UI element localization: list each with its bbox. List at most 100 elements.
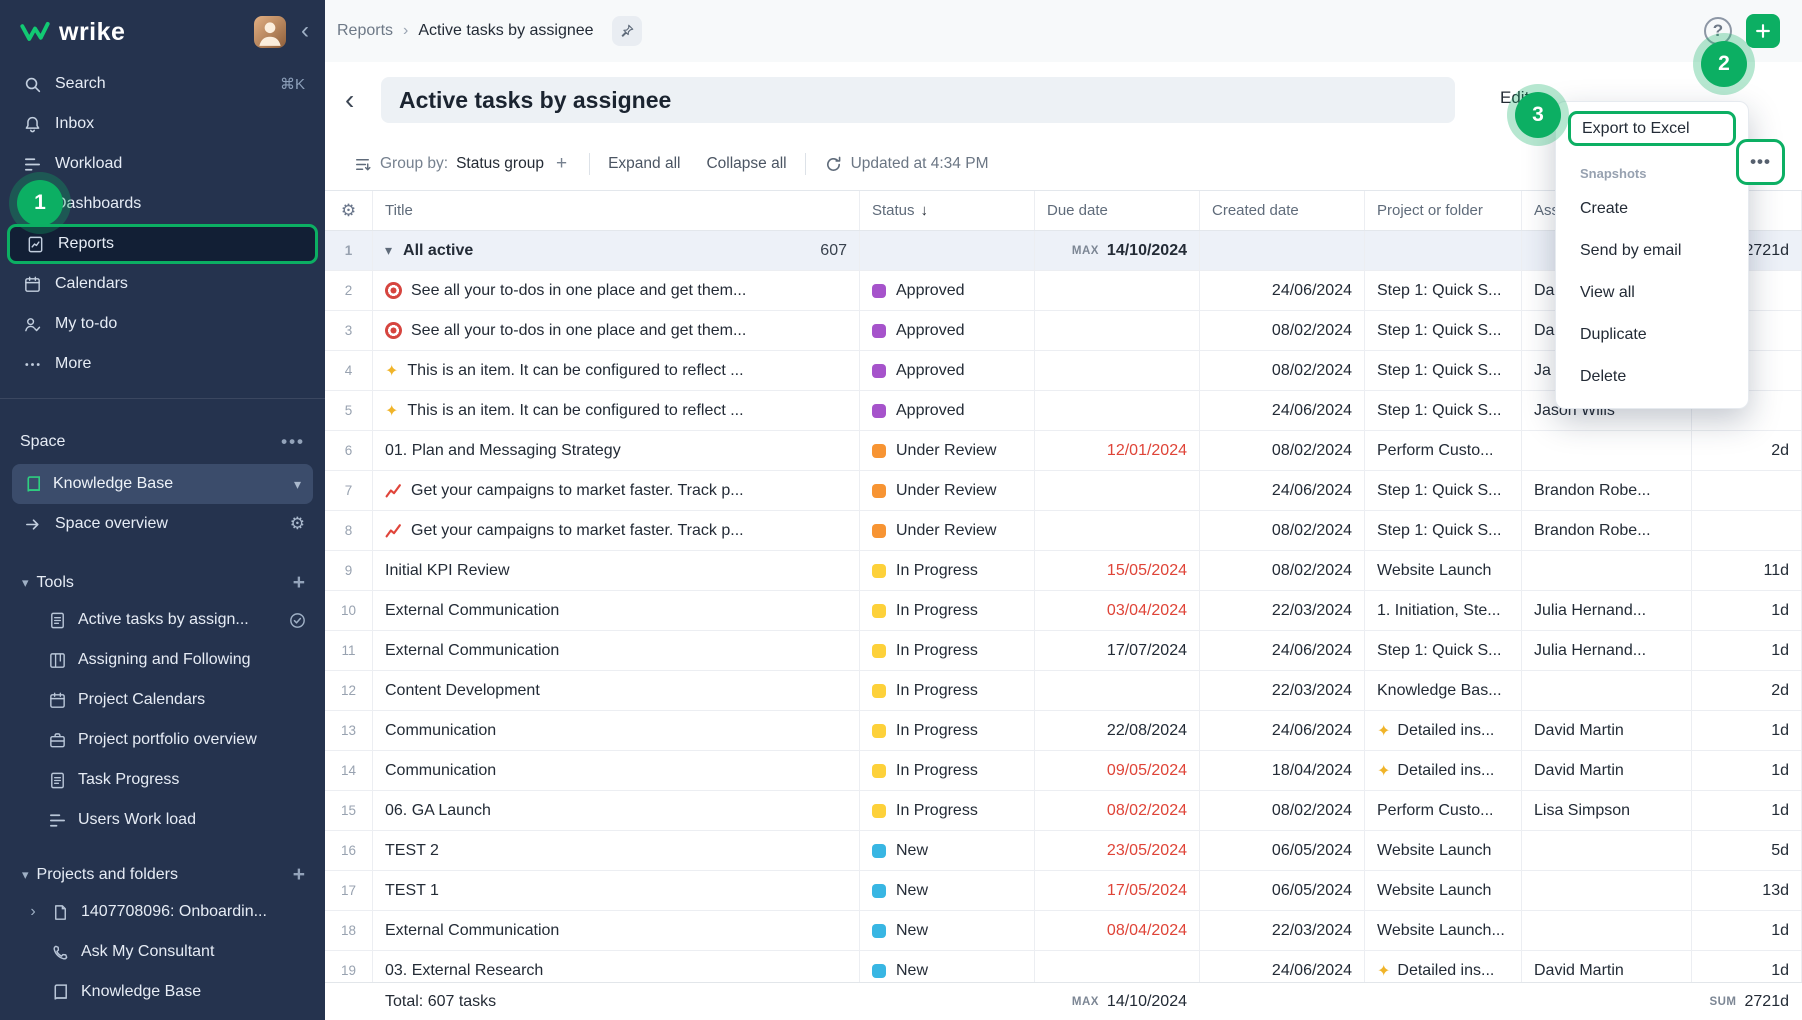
status-cell[interactable]: New bbox=[860, 951, 1035, 990]
assignee-cell[interactable]: Julia Hernand... bbox=[1522, 591, 1692, 630]
sidebar-project-1407708096-onboardin[interactable]: › 1407708096: Onboardin... bbox=[0, 892, 325, 932]
breadcrumb-reports-link[interactable]: Reports bbox=[337, 22, 394, 39]
more-actions-button[interactable]: ••• bbox=[1750, 152, 1771, 171]
assignee-cell[interactable] bbox=[1522, 431, 1692, 470]
collapse-sidebar-icon[interactable]: ‹ bbox=[301, 16, 309, 44]
header-title[interactable]: Title bbox=[373, 191, 860, 230]
projects-section-header[interactable]: ▾ Projects and folders + bbox=[0, 858, 325, 892]
status-cell[interactable]: New bbox=[860, 831, 1035, 870]
sidebar-item-workload[interactable]: Workload bbox=[0, 144, 325, 184]
task-title-cell[interactable]: Get your campaigns to market faster. Tra… bbox=[373, 471, 860, 510]
table-row[interactable]: 9 Initial KPI Review In Progress 15/05/2024… bbox=[325, 551, 1802, 591]
due-date-cell[interactable] bbox=[1035, 351, 1200, 390]
assignee-cell[interactable]: Brandon Robe... bbox=[1522, 511, 1692, 550]
project-cell[interactable]: ✦ Detailed ins... bbox=[1365, 711, 1522, 750]
created-date-cell[interactable]: 08/02/2024 bbox=[1200, 551, 1365, 590]
status-cell[interactable]: In Progress bbox=[860, 711, 1035, 750]
assignee-cell[interactable] bbox=[1522, 831, 1692, 870]
menu-item-create[interactable]: Create bbox=[1580, 200, 1629, 217]
table-row[interactable]: 15 06. GA Launch In Progress 08/02/2024 08/0… bbox=[325, 791, 1802, 831]
due-date-cell[interactable]: 08/04/2024 bbox=[1035, 911, 1200, 950]
table-row[interactable]: 10 External Communication In Progress 03/04… bbox=[325, 591, 1802, 631]
due-date-cell[interactable]: 08/02/2024 bbox=[1035, 791, 1200, 830]
created-date-cell[interactable]: 24/06/2024 bbox=[1200, 631, 1365, 670]
created-date-cell[interactable]: 24/06/2024 bbox=[1200, 471, 1365, 510]
status-cell[interactable]: In Progress bbox=[860, 671, 1035, 710]
sidebar-item-reports[interactable]: Reports bbox=[7, 224, 318, 264]
created-date-cell[interactable]: 22/03/2024 bbox=[1200, 911, 1365, 950]
project-cell[interactable]: Step 1: Quick S... bbox=[1365, 391, 1522, 430]
due-date-cell[interactable] bbox=[1035, 471, 1200, 510]
project-cell[interactable]: Step 1: Quick S... bbox=[1365, 271, 1522, 310]
created-date-cell[interactable]: 24/06/2024 bbox=[1200, 951, 1365, 990]
project-cell[interactable]: Knowledge Bas... bbox=[1365, 671, 1522, 710]
status-cell[interactable]: In Progress bbox=[860, 591, 1035, 630]
assignee-cell[interactable]: David Martin bbox=[1522, 711, 1692, 750]
sidebar-project-ask-my-consultant[interactable]: Ask My Consultant bbox=[0, 932, 325, 972]
created-date-cell[interactable]: 22/03/2024 bbox=[1200, 671, 1365, 710]
project-cell[interactable]: Step 1: Quick S... bbox=[1365, 311, 1522, 350]
sidebar-item-search[interactable]: Search ⌘K bbox=[0, 64, 325, 104]
due-date-cell[interactable]: 03/04/2024 bbox=[1035, 591, 1200, 630]
status-cell[interactable]: Under Review bbox=[860, 511, 1035, 550]
sidebar-tool-project-portfolio-overview[interactable]: Project portfolio overview bbox=[0, 720, 325, 760]
refresh-icon[interactable] bbox=[824, 155, 843, 174]
table-row[interactable]: 5 ✦ This is an item. It can be configured … bbox=[325, 391, 1802, 431]
status-cell[interactable]: Approved bbox=[860, 311, 1035, 350]
assignee-cell[interactable] bbox=[1522, 671, 1692, 710]
task-title-cell[interactable]: See all your to-dos in one place and get… bbox=[373, 271, 860, 310]
status-cell[interactable]: In Progress bbox=[860, 551, 1035, 590]
task-title-cell[interactable]: External Communication bbox=[373, 631, 860, 670]
table-row[interactable]: 18 External Communication New 08/04/2024 22/… bbox=[325, 911, 1802, 951]
sidebar-item-more[interactable]: More bbox=[0, 344, 325, 384]
assignee-cell[interactable]: David Martin bbox=[1522, 951, 1692, 990]
sidebar-item-space-overview[interactable]: Space overview ⚙ bbox=[0, 504, 325, 544]
task-title-cell[interactable]: Initial KPI Review bbox=[373, 551, 860, 590]
task-title-cell[interactable]: TEST 1 bbox=[373, 871, 860, 910]
project-cell[interactable]: Website Launch bbox=[1365, 871, 1522, 910]
created-date-cell[interactable]: 08/02/2024 bbox=[1200, 511, 1365, 550]
project-cell[interactable]: Perform Custo... bbox=[1365, 791, 1522, 830]
due-date-cell[interactable]: 23/05/2024 bbox=[1035, 831, 1200, 870]
collapse-all-button[interactable]: Collapse all bbox=[706, 155, 787, 172]
menu-item-export-to-excel[interactable]: Export to Excel bbox=[1568, 111, 1736, 146]
space-selector[interactable]: Knowledge Base ▾ bbox=[12, 464, 313, 504]
create-new-button[interactable] bbox=[1746, 14, 1780, 48]
table-row[interactable]: 6 01. Plan and Messaging Strategy Under Re… bbox=[325, 431, 1802, 471]
due-date-cell[interactable]: 22/08/2024 bbox=[1035, 711, 1200, 750]
status-cell[interactable]: New bbox=[860, 871, 1035, 910]
project-cell[interactable]: Website Launch... bbox=[1365, 911, 1522, 950]
group-by-value[interactable]: Status group bbox=[456, 155, 544, 172]
table-row[interactable]: 13 Communication In Progress 22/08/2024 24/0… bbox=[325, 711, 1802, 751]
created-date-cell[interactable]: 08/02/2024 bbox=[1200, 351, 1365, 390]
sidebar-tool-assigning-and-following[interactable]: Assigning and Following bbox=[0, 640, 325, 680]
due-date-cell[interactable]: 17/05/2024 bbox=[1035, 871, 1200, 910]
task-title-cell[interactable]: External Communication bbox=[373, 911, 860, 950]
task-title-cell[interactable]: External Communication bbox=[373, 591, 860, 630]
sidebar-tool-users-work-load[interactable]: Users Work load bbox=[0, 800, 325, 840]
created-date-cell[interactable]: 24/06/2024 bbox=[1200, 271, 1365, 310]
status-cell[interactable]: Under Review bbox=[860, 431, 1035, 470]
sidebar-item-my-to-do[interactable]: My to-do bbox=[0, 304, 325, 344]
task-title-cell[interactable]: 01. Plan and Messaging Strategy bbox=[373, 431, 860, 470]
task-title-cell[interactable]: 06. GA Launch bbox=[373, 791, 860, 830]
due-date-cell[interactable] bbox=[1035, 951, 1200, 990]
project-cell[interactable]: ✦ Detailed ins... bbox=[1365, 751, 1522, 790]
project-cell[interactable]: Step 1: Quick S... bbox=[1365, 631, 1522, 670]
back-icon[interactable]: ‹ bbox=[345, 84, 355, 115]
group-title-cell[interactable]: ▾ All active 607 bbox=[373, 231, 860, 270]
assignee-cell[interactable] bbox=[1522, 551, 1692, 590]
status-cell[interactable]: In Progress bbox=[860, 791, 1035, 830]
due-date-cell[interactable] bbox=[1035, 511, 1200, 550]
menu-item-send-by-email[interactable]: Send by email bbox=[1580, 242, 1682, 259]
project-cell[interactable]: Step 1: Quick S... bbox=[1365, 351, 1522, 390]
due-date-cell[interactable]: 09/05/2024 bbox=[1035, 751, 1200, 790]
project-cell[interactable]: ✦ Detailed ins... bbox=[1365, 951, 1522, 990]
due-date-cell[interactable] bbox=[1035, 671, 1200, 710]
created-date-cell[interactable]: 24/06/2024 bbox=[1200, 391, 1365, 430]
table-row[interactable]: 11 External Communication In Progress 17/07… bbox=[325, 631, 1802, 671]
task-title-cell[interactable]: ✦ This is an item. It can be configured t… bbox=[373, 351, 860, 390]
assignee-cell[interactable]: Lisa Simpson bbox=[1522, 791, 1692, 830]
status-cell[interactable]: Approved bbox=[860, 391, 1035, 430]
task-title-cell[interactable]: ✦ This is an item. It can be configured t… bbox=[373, 391, 860, 430]
